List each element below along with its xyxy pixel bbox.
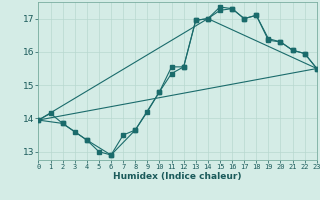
X-axis label: Humidex (Indice chaleur): Humidex (Indice chaleur)	[113, 172, 242, 181]
